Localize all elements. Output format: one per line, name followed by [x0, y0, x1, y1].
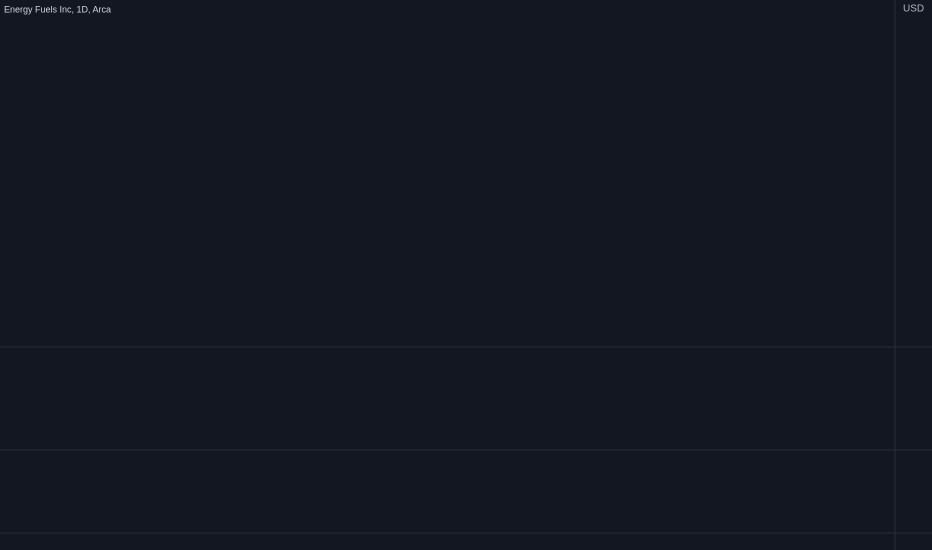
currency: USD [903, 4, 924, 15]
chart-title: Energy Fuels Inc, 1D, Arca [4, 4, 111, 14]
